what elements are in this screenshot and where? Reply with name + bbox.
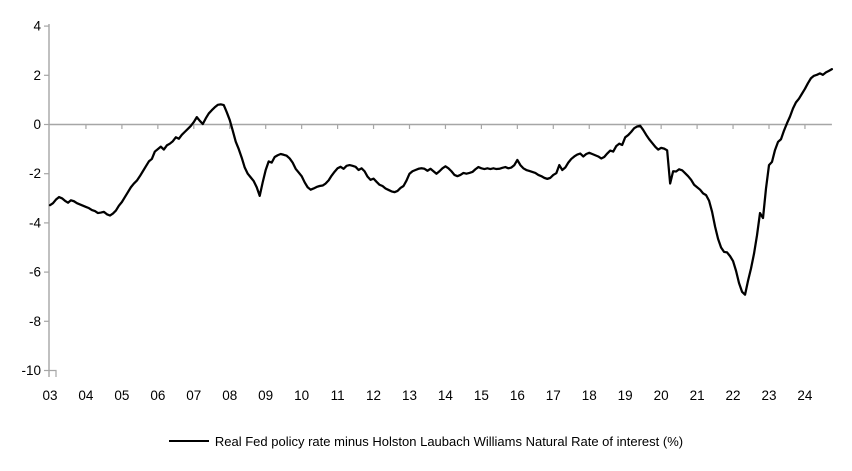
- y-tick-label: -4: [29, 215, 41, 230]
- y-tick-label: -10: [21, 363, 41, 378]
- data-line: [48, 68, 834, 296]
- x-tick-label: 14: [438, 388, 454, 403]
- x-tick-label: 20: [654, 388, 669, 403]
- x-tick-label: 19: [618, 388, 633, 403]
- y-tick-label: -8: [29, 314, 41, 329]
- legend-series-label: Real Fed policy rate minus Holston Lauba…: [214, 433, 684, 449]
- x-tick-label: 10: [294, 388, 309, 403]
- x-tick-label: 22: [726, 388, 741, 403]
- x-tick-label: 13: [402, 388, 417, 403]
- x-tick-label: 08: [222, 388, 237, 403]
- x-tick-label: 04: [78, 388, 94, 403]
- y-tick-label: -2: [29, 166, 41, 181]
- legend: Real Fed policy rate minus Holston Lauba…: [0, 432, 852, 450]
- x-tick-label: 11: [331, 388, 345, 403]
- y-tick-label: 0: [33, 117, 41, 132]
- x-tick-label: 15: [474, 388, 489, 403]
- x-tick-label: 09: [258, 388, 273, 403]
- y-axis-end-hook: [49, 369, 57, 377]
- x-tick-label: 03: [42, 388, 57, 403]
- x-tick-label: 21: [690, 388, 705, 403]
- x-tick-label: 12: [366, 388, 381, 403]
- x-tick-label: 06: [150, 388, 165, 403]
- x-tick-label: 23: [761, 388, 776, 403]
- y-tick-label: 4: [33, 19, 41, 34]
- x-tick-label: 24: [797, 388, 813, 403]
- y-tick-label: -6: [29, 265, 41, 280]
- x-tick-label: 05: [114, 388, 129, 403]
- x-tick-label: 18: [582, 388, 597, 403]
- y-tick-label: 2: [33, 68, 41, 83]
- x-tick-label: 17: [546, 388, 561, 403]
- x-tick-label: 16: [510, 388, 525, 403]
- x-tick-label: 07: [186, 388, 201, 403]
- legend-line-swatch: [168, 440, 209, 442]
